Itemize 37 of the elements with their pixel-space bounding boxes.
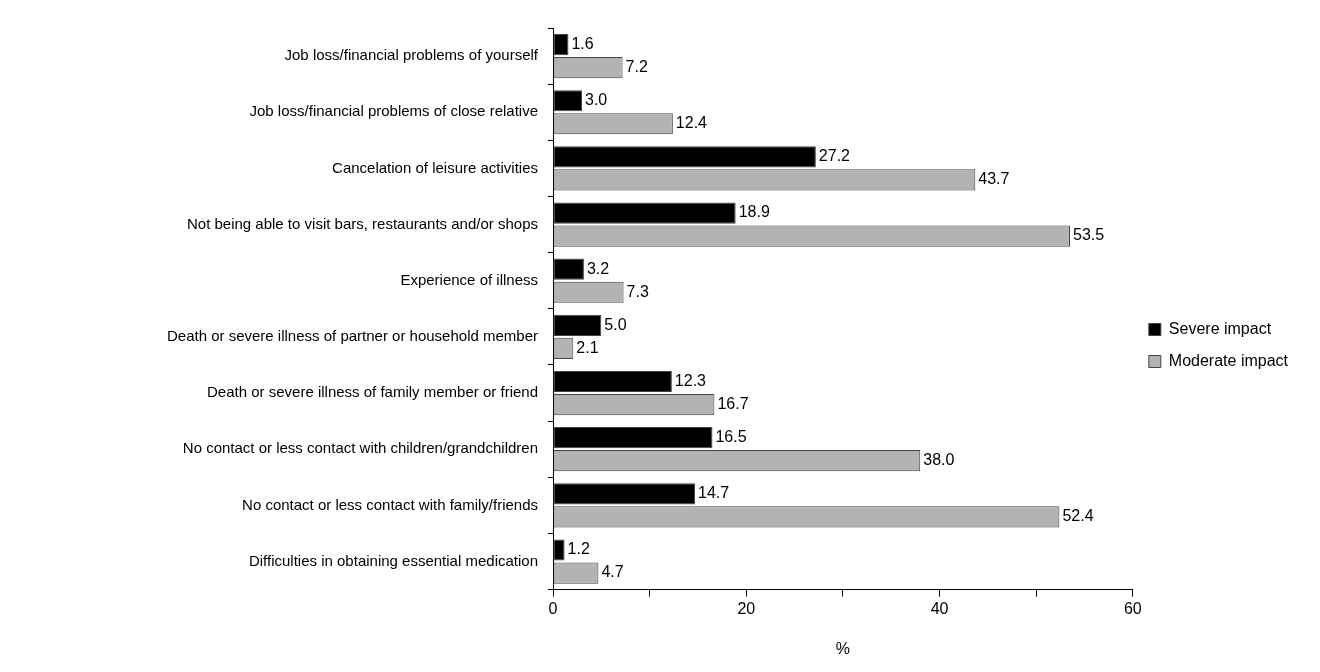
x-tick-label: 0 [548, 599, 558, 617]
data-label: 1.6 [571, 34, 594, 52]
data-label: 14.7 [698, 484, 730, 502]
y-tick-label: Death or severe illness of family member or friend [207, 383, 538, 401]
data-label: 27.2 [818, 147, 851, 165]
data-label: 18.9 [738, 203, 770, 221]
y-tick-label: Death or severe illness of partner or household member [166, 327, 538, 345]
data-label: 3.0 [584, 91, 608, 109]
x-tick-label: 20 [737, 599, 756, 617]
data-label: 38.0 [923, 451, 955, 469]
data-label: 12.3 [674, 371, 707, 389]
y-tick-label: No contact or less contact with family/friends [242, 495, 538, 513]
data-label: 16.5 [715, 428, 747, 446]
y-tick-label: Job loss/financial problems of close relative [249, 102, 538, 120]
legend-label: Severe impact [1168, 319, 1272, 337]
data-label: 3.2 [586, 259, 610, 277]
data-label: 16.7 [717, 394, 749, 412]
y-tick-label: Job loss/financial problems of yourself [284, 46, 539, 64]
y-tick-label: Cancelation of leisure activities [332, 158, 538, 176]
data-label: 43.7 [978, 170, 1010, 188]
data-label: 4.7 [601, 563, 624, 581]
data-label: 12.4 [675, 114, 708, 132]
data-label: 53.5 [1073, 226, 1105, 244]
data-label: 2.1 [576, 338, 599, 356]
y-tick-label: No contact or less contact with children/grandchildren [182, 439, 538, 457]
x-axis-title: % [835, 639, 851, 657]
data-label: 7.2 [625, 58, 648, 75]
legend-label: Moderate impact [1168, 351, 1289, 369]
data-label: 7.3 [626, 282, 649, 300]
data-label: 1.2 [567, 540, 590, 558]
data-label: 5.0 [604, 315, 627, 333]
y-tick-label: Not being able to visit bars, restaurants and/or shops [186, 214, 538, 232]
y-tick-label: Difficulties in obtaining essential medication [248, 551, 538, 569]
data-label: 52.4 [1062, 507, 1094, 525]
x-tick-label: 60 [1123, 599, 1142, 617]
x-tick-label: 40 [930, 599, 949, 617]
y-tick-label: Experience of illness [400, 270, 538, 288]
